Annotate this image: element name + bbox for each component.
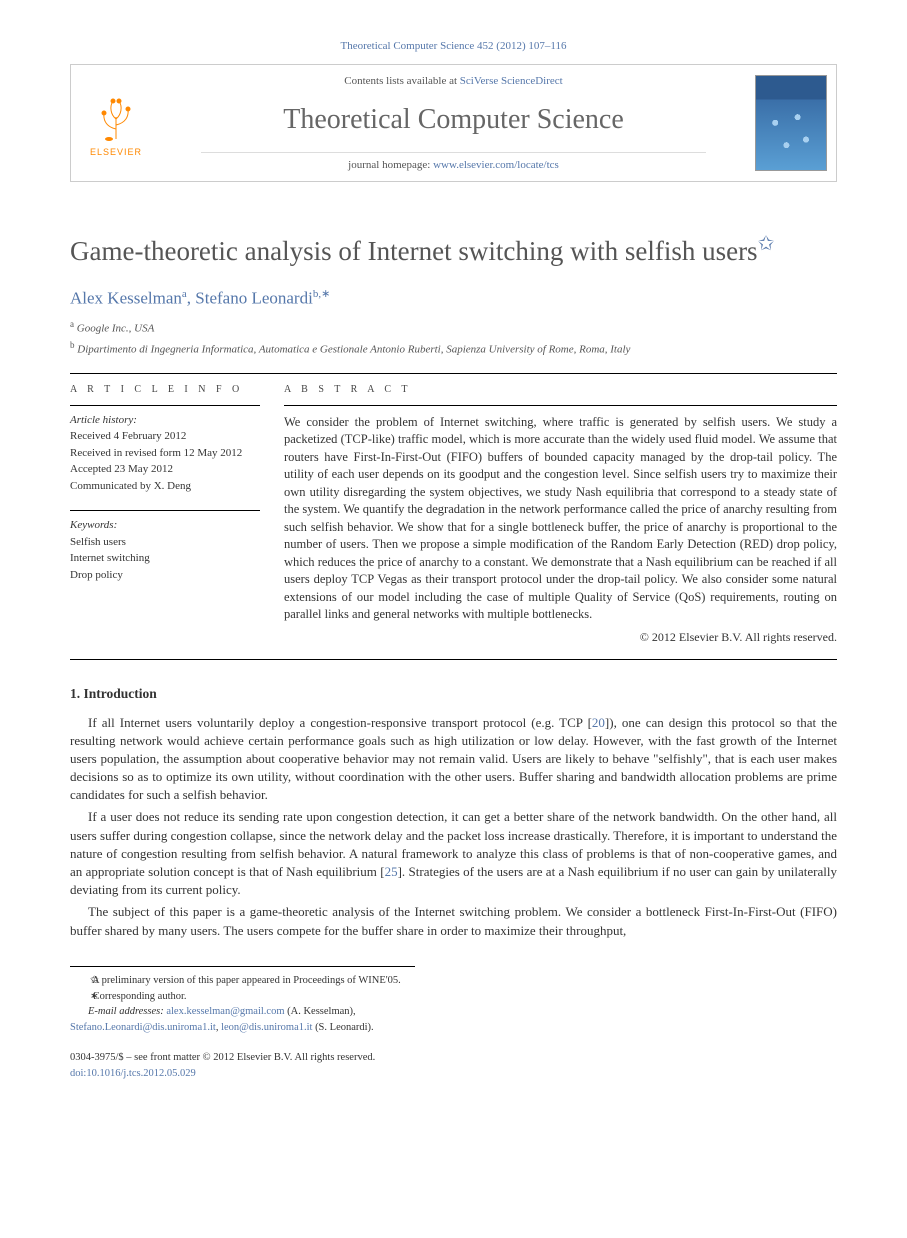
intro-paragraph-1: If all Internet users voluntarily deploy… <box>70 714 837 805</box>
article-title: Game-theoretic analysis of Internet swit… <box>70 232 837 269</box>
footnote-star: ✩ A preliminary version of this paper ap… <box>70 973 415 989</box>
journal-homepage-line: journal homepage: www.elsevier.com/locat… <box>201 152 706 171</box>
affiliation-2: b Dipartimento di Ingegneria Informatica… <box>70 339 837 358</box>
contents-list-line: Contents lists available at SciVerse Sci… <box>161 75 746 87</box>
p1-text-a: If all Internet users voluntarily deploy… <box>88 715 592 730</box>
email-3-link[interactable]: leon@dis.uniroma1.it <box>221 1022 312 1033</box>
email-1-who: (A. Kesselman) <box>287 1006 353 1017</box>
affiliation-1: a Google Inc., USA <box>70 318 837 337</box>
sciencedirect-link[interactable]: SciVerse ScienceDirect <box>460 75 563 87</box>
history-line-2: Received in revised form 12 May 2012 <box>70 445 260 462</box>
keyword-1: Selfish users <box>70 534 260 551</box>
keywords-label: Keywords: <box>70 517 260 534</box>
email-1-link[interactable]: alex.kesselman@gmail.com <box>166 1006 284 1017</box>
history-line-1: Received 4 February 2012 <box>70 428 260 445</box>
history-label: Article history: <box>70 412 260 429</box>
abstract-column: A B S T R A C T We consider the problem … <box>284 384 837 645</box>
author-2-affil-sup: b,∗ <box>313 288 330 300</box>
journal-cover-cell <box>746 65 836 181</box>
journal-cover-thumbnail <box>755 75 827 171</box>
info-abstract-row: A R T I C L E I N F O Article history: R… <box>70 384 837 645</box>
journal-header-box: ELSEVIER Contents lists available at Sci… <box>70 64 837 182</box>
elsevier-tree-icon <box>89 89 143 143</box>
doi-link[interactable]: 10.1016/j.tcs.2012.05.029 <box>86 1068 195 1079</box>
abstract-heading: A B S T R A C T <box>284 384 837 395</box>
ref-20-link[interactable]: 20 <box>592 715 605 730</box>
affil-2-text: Dipartimento di Ingegneria Informatica, … <box>77 344 630 356</box>
affil-1-text: Google Inc., USA <box>77 323 155 335</box>
footnotes-block: ✩ A preliminary version of this paper ap… <box>70 966 415 1036</box>
footnote-star-text: A preliminary version of this paper appe… <box>92 975 401 986</box>
intro-paragraph-2: If a user does not reduce its sending ra… <box>70 808 837 899</box>
journal-homepage-link[interactable]: www.elsevier.com/locate/tcs <box>433 159 559 171</box>
abstract-text: We consider the problem of Internet swit… <box>284 405 837 624</box>
section-1-heading: 1. Introduction <box>70 686 837 702</box>
doi-prefix: doi: <box>70 1068 86 1079</box>
author-2-name[interactable]: Stefano Leonardi <box>195 288 313 307</box>
ref-25-link[interactable]: 25 <box>385 864 398 879</box>
star-marker-icon: ✩ <box>80 973 90 989</box>
intro-paragraph-3: The subject of this paper is a game-theo… <box>70 903 837 939</box>
history-line-3: Accepted 23 May 2012 <box>70 461 260 478</box>
journal-name: Theoretical Computer Science <box>161 104 746 136</box>
divider-rule <box>70 373 837 374</box>
author-1-name[interactable]: Alex Kesselman <box>70 288 182 307</box>
page-bottom-info: 0304-3975/$ – see front matter © 2012 El… <box>70 1050 837 1082</box>
keyword-3: Drop policy <box>70 567 260 584</box>
affil-2-sup: b <box>70 340 75 350</box>
footnote-corr-text: Corresponding author. <box>93 991 187 1002</box>
divider-rule-2 <box>70 659 837 660</box>
email-2-link[interactable]: Stefano.Leonardi@dis.uniroma1.it <box>70 1022 216 1033</box>
abstract-copyright: © 2012 Elsevier B.V. All rights reserved… <box>284 630 837 645</box>
affil-1-sup: a <box>70 319 74 329</box>
email-3-who: (S. Leonardi). <box>315 1022 374 1033</box>
contents-prefix: Contents lists available at <box>344 75 459 87</box>
asterisk-marker-icon: ∗ <box>80 989 90 1005</box>
title-footnote-marker: ✩ <box>758 233 775 255</box>
publisher-label: ELSEVIER <box>90 147 142 157</box>
issn-line: 0304-3975/$ – see front matter © 2012 El… <box>70 1050 837 1066</box>
article-title-text: Game-theoretic analysis of Internet swit… <box>70 236 758 266</box>
journal-header-center: Contents lists available at SciVerse Sci… <box>161 65 746 181</box>
article-info-heading: A R T I C L E I N F O <box>70 384 260 395</box>
footnote-corresponding: ∗ Corresponding author. <box>70 989 415 1005</box>
homepage-prefix: journal homepage: <box>348 159 433 171</box>
article-info-column: A R T I C L E I N F O Article history: R… <box>70 384 260 645</box>
keywords-block: Keywords: Selfish users Internet switchi… <box>70 510 260 583</box>
history-line-4: Communicated by X. Deng <box>70 478 260 495</box>
author-list: Alex Kesselmana, Stefano Leonardib,∗ <box>70 287 837 309</box>
author-sep: , <box>187 288 196 307</box>
citation-line: Theoretical Computer Science 452 (2012) … <box>70 40 837 52</box>
doi-line: doi:10.1016/j.tcs.2012.05.029 <box>70 1066 837 1082</box>
email-label: E-mail addresses: <box>88 1006 164 1017</box>
publisher-logo-cell: ELSEVIER <box>71 65 161 181</box>
article-history-block: Article history: Received 4 February 201… <box>70 405 260 495</box>
keyword-2: Internet switching <box>70 550 260 567</box>
footnote-emails: E-mail addresses: alex.kesselman@gmail.c… <box>70 1004 415 1036</box>
